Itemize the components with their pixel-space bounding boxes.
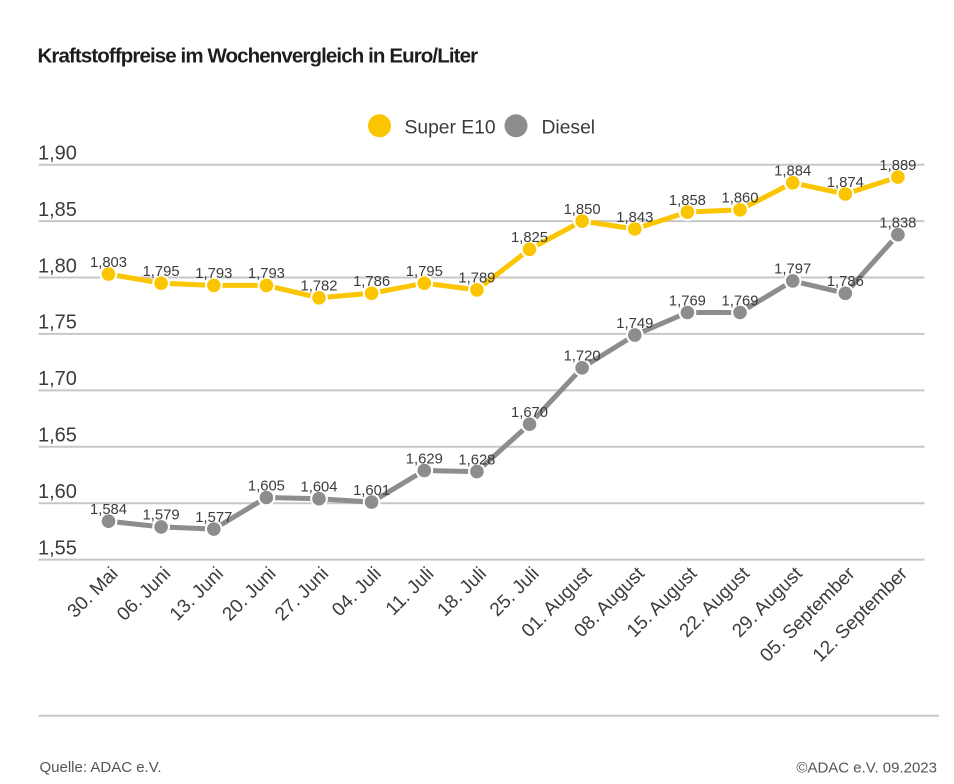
svg-text:1,749: 1,749 (616, 316, 653, 332)
svg-text:1,579: 1,579 (143, 508, 180, 524)
svg-text:©ADAC e.V. 09.2023: ©ADAC e.V. 09.2023 (796, 760, 937, 777)
svg-text:1,793: 1,793 (248, 266, 285, 282)
svg-text:Quelle: ADAC e.V.: Quelle: ADAC e.V. (40, 759, 162, 776)
svg-text:1,75: 1,75 (38, 312, 77, 334)
svg-text:1,584: 1,584 (90, 502, 127, 518)
svg-text:1,789: 1,789 (458, 271, 495, 287)
svg-text:1,889: 1,889 (879, 158, 916, 174)
svg-text:1,769: 1,769 (669, 293, 706, 309)
svg-text:1,786: 1,786 (353, 274, 390, 290)
svg-text:1,786: 1,786 (827, 274, 864, 290)
svg-text:1,860: 1,860 (721, 191, 758, 207)
svg-text:1,825: 1,825 (511, 230, 548, 246)
svg-text:1,70: 1,70 (38, 368, 77, 390)
svg-text:1,601: 1,601 (353, 483, 390, 499)
svg-text:Diesel: Diesel (542, 117, 596, 138)
svg-text:1,793: 1,793 (195, 266, 232, 282)
svg-text:1,55: 1,55 (38, 537, 77, 559)
svg-text:1,629: 1,629 (406, 451, 443, 467)
svg-text:Super E10: Super E10 (405, 117, 496, 138)
svg-text:1,858: 1,858 (669, 193, 706, 209)
svg-text:1,670: 1,670 (511, 405, 548, 421)
svg-text:1,605: 1,605 (248, 478, 285, 494)
svg-text:1,80: 1,80 (38, 255, 77, 277)
svg-text:1,850: 1,850 (564, 202, 601, 218)
svg-text:1,782: 1,782 (300, 279, 337, 295)
svg-text:1,795: 1,795 (406, 264, 443, 280)
svg-text:1,795: 1,795 (143, 264, 180, 280)
svg-text:1,803: 1,803 (90, 255, 127, 271)
svg-text:1,90: 1,90 (38, 143, 77, 165)
svg-text:1,838: 1,838 (879, 216, 916, 232)
svg-text:1,65: 1,65 (38, 425, 77, 447)
svg-text:1,797: 1,797 (774, 262, 811, 278)
svg-text:1,628: 1,628 (458, 452, 495, 468)
svg-text:1,884: 1,884 (774, 164, 811, 180)
svg-text:1,60: 1,60 (38, 481, 77, 503)
svg-text:1,769: 1,769 (721, 293, 758, 309)
svg-text:Kraftstoffpreise im Wochenverg: Kraftstoffpreise im Wochenvergleich in E… (38, 45, 479, 68)
svg-text:1,604: 1,604 (300, 480, 337, 496)
svg-text:1,843: 1,843 (616, 210, 653, 226)
svg-text:1,85: 1,85 (38, 199, 77, 221)
svg-text:1,874: 1,874 (827, 175, 864, 191)
svg-text:1,720: 1,720 (564, 349, 601, 365)
svg-text:1,577: 1,577 (195, 510, 232, 526)
